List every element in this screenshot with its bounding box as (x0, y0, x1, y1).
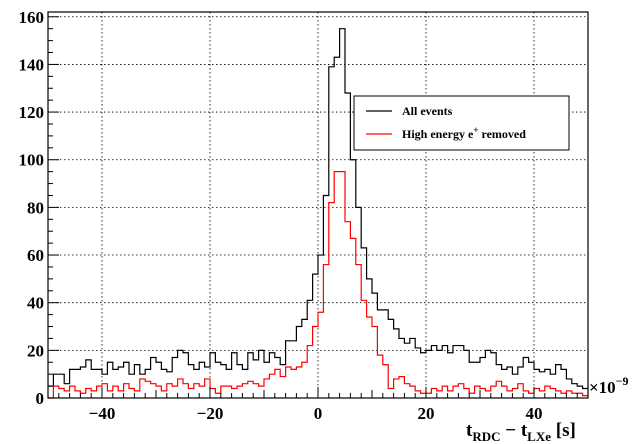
y-tick-label: 40 (27, 294, 44, 313)
axis-tick-labels: −40 −20 0 20 40 0 20 40 60 80 100 120 140 160 (19, 8, 543, 423)
x-axis-title-sub2: LXe (527, 429, 551, 444)
x-tick-label: 40 (526, 404, 543, 423)
y-tick-label: 80 (27, 198, 44, 217)
grid-lines (48, 12, 588, 398)
legend: All events High energy e+ removed (353, 95, 570, 151)
y-tick-label: 20 (27, 341, 44, 360)
x-axis-title-unit: [s] (551, 420, 576, 441)
axis-ticks (47, 16, 589, 399)
y-tick-label: 0 (36, 389, 45, 408)
legend-label-high-energy: High energy e+ removed (402, 125, 526, 141)
legend-label-high-energy-base: High energy e (402, 127, 474, 141)
x-tick-label: 0 (314, 404, 323, 423)
y-tick-label: 140 (19, 55, 45, 74)
x-tick-label: 20 (418, 404, 435, 423)
y-tick-label: 100 (19, 151, 45, 170)
legend-label-high-energy-sup: + (473, 125, 478, 135)
x-axis-title-sub1: RDC (472, 429, 500, 444)
x-axis-title-mid: − t (501, 420, 528, 441)
x-tick-label: −40 (89, 404, 116, 423)
x-axis-multiplier: ×10−9 (589, 374, 629, 397)
y-tick-label: 120 (19, 103, 45, 122)
x-tick-label: −20 (197, 404, 224, 423)
legend-box (353, 95, 570, 151)
x-multiplier-exponent: −9 (616, 374, 629, 388)
x-multiplier-base: ×10 (589, 378, 616, 397)
legend-label-all-events: All events (402, 104, 453, 118)
series-all-events (48, 28, 588, 390)
y-tick-label: 60 (27, 246, 44, 265)
x-axis-title: tRDC − tLXe [s] (466, 420, 576, 444)
y-tick-label: 160 (19, 8, 45, 27)
series-high-energy-removed (48, 171, 588, 399)
x-axis-title-main: t (466, 420, 473, 441)
series-layer (48, 28, 588, 399)
legend-label-high-energy-tail: removed (478, 127, 526, 141)
